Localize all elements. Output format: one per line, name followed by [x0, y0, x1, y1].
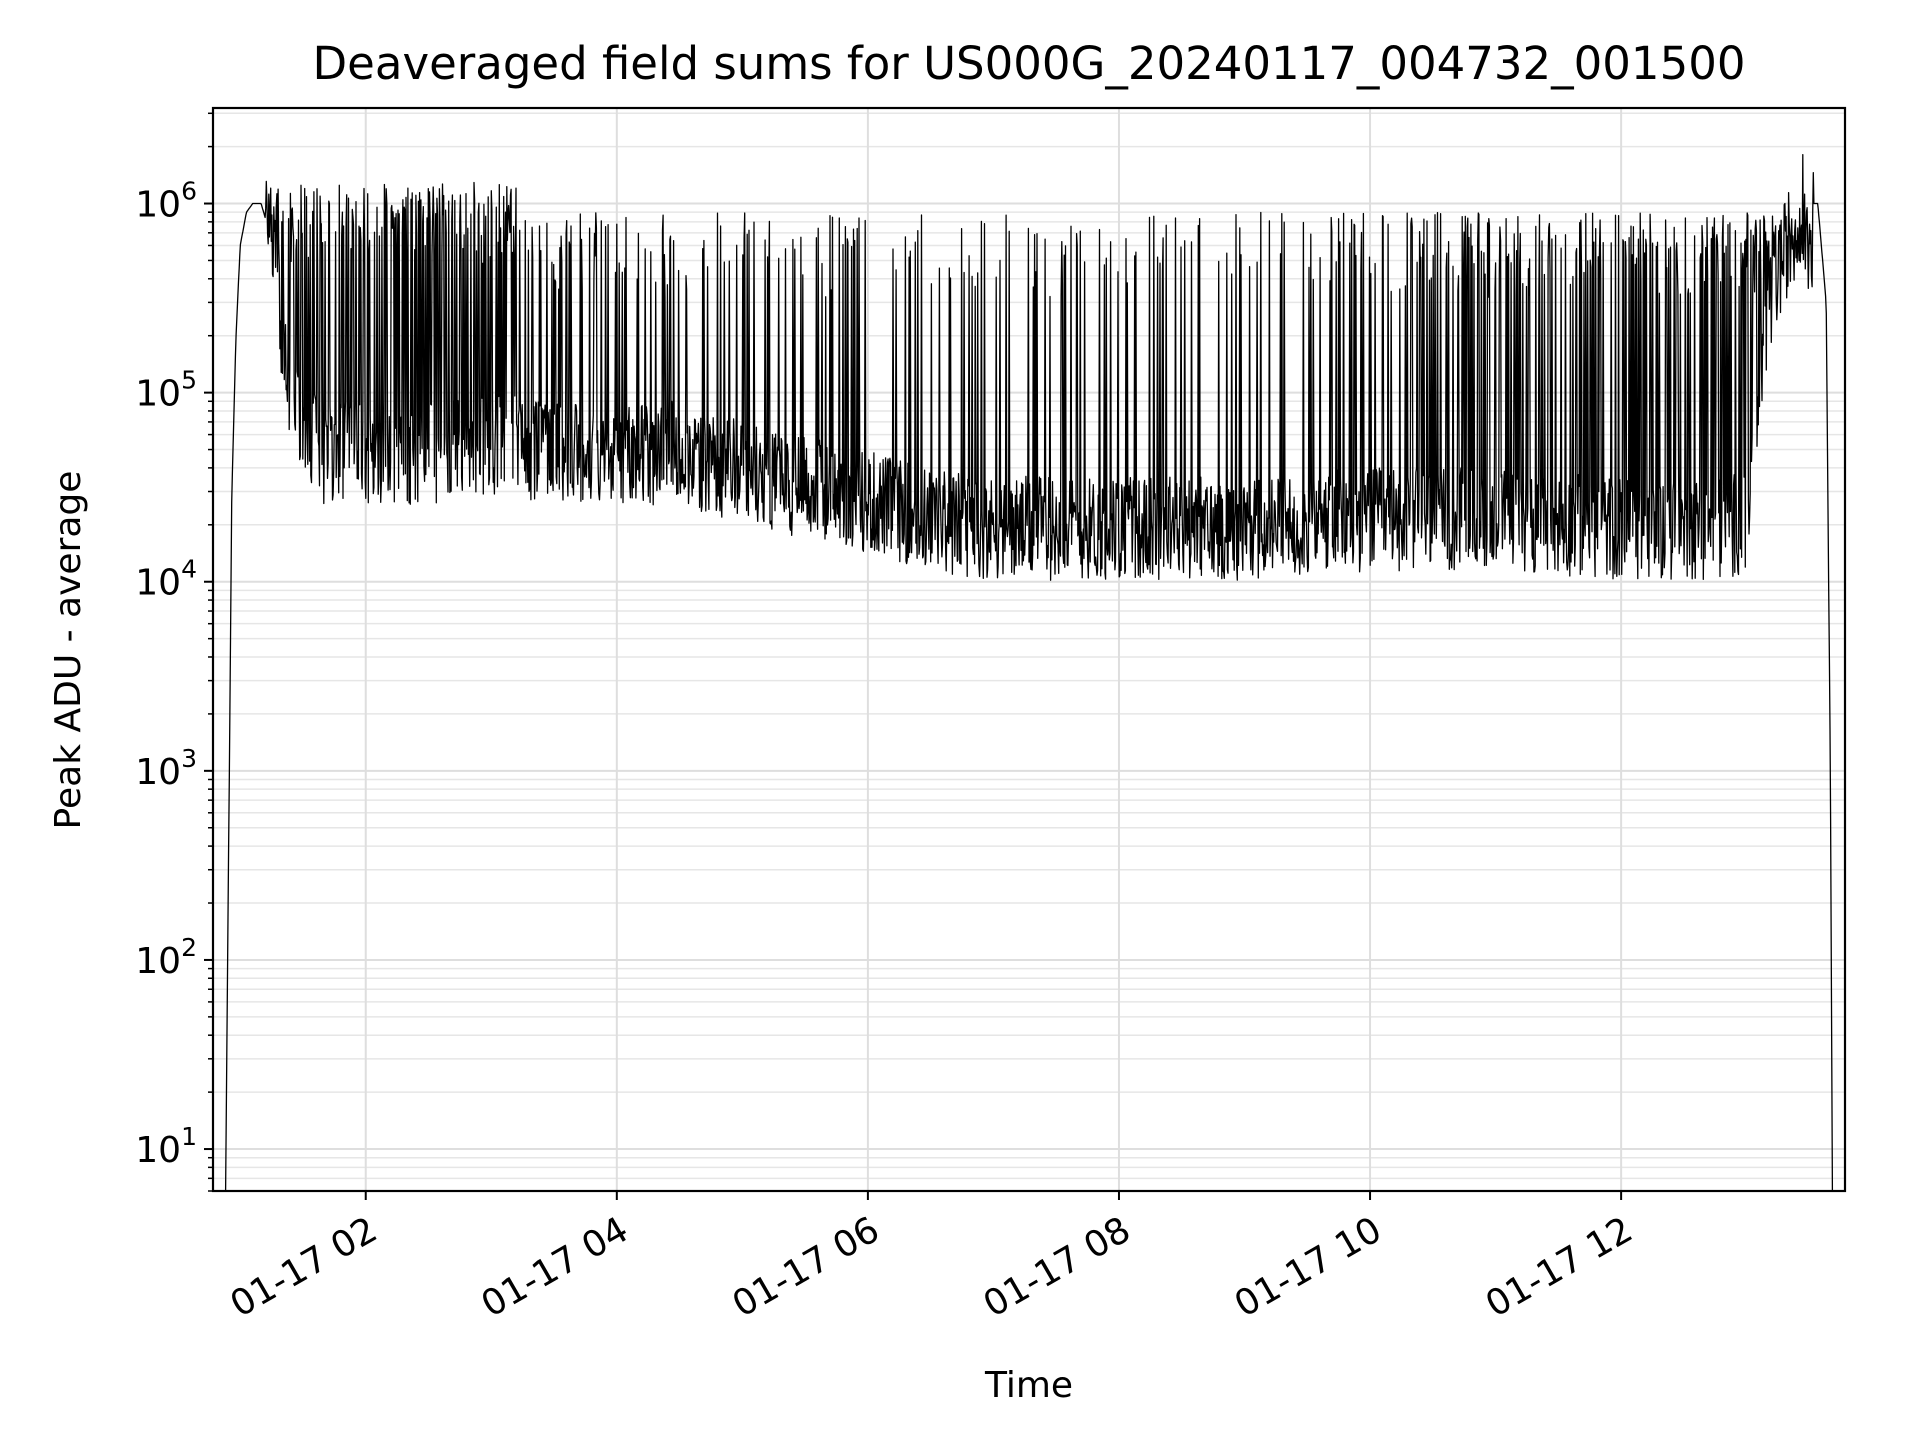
- y-tick-label: 103: [135, 744, 197, 793]
- x-axis-label: Time: [984, 1365, 1073, 1406]
- plot-frame: [211, 106, 1847, 1193]
- y-tick-label: 102: [135, 933, 197, 982]
- y-axis: 101 102 103 104 105 106: [135, 112, 213, 1192]
- y-tick-label: 106: [135, 177, 197, 226]
- series-line: [224, 153, 1834, 1192]
- y-tick-label: 101: [135, 1122, 197, 1171]
- y-tick-label: 105: [135, 366, 197, 415]
- y-axis-label: Peak ADU - average: [48, 471, 89, 830]
- y-tick-label: 104: [135, 555, 197, 604]
- series-layer: [224, 153, 1834, 1192]
- chart-title: Deaveraged field sums for US000G_2024011…: [313, 37, 1746, 90]
